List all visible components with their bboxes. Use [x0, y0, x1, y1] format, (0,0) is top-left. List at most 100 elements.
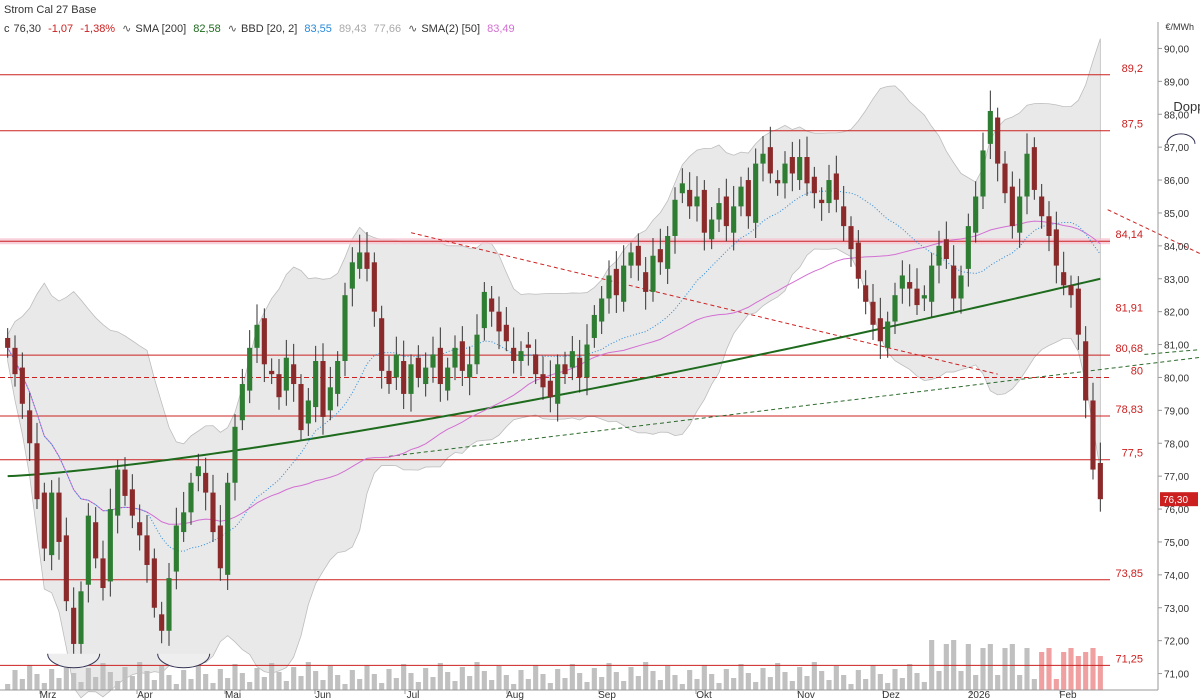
candle-body	[665, 235, 671, 269]
x-tick-label: Aug	[506, 690, 524, 700]
candle-body	[804, 157, 810, 184]
candle	[320, 343, 326, 435]
level-label: 84,14	[1115, 229, 1143, 241]
candle	[496, 296, 502, 350]
candle	[650, 237, 656, 302]
candle-body	[767, 147, 773, 174]
candle-body	[863, 285, 869, 302]
volume-bar	[452, 681, 458, 690]
y-axis: 71,00 72,00 73,00 74,00 75,00 76,00 77,00 78,00…	[1157, 22, 1198, 690]
candle-body	[635, 245, 641, 266]
candle	[789, 141, 795, 192]
candle	[173, 507, 179, 590]
y-tick-label: 78,00	[1164, 439, 1189, 450]
candle-body	[56, 492, 62, 542]
candle-body	[481, 291, 487, 329]
candle	[1053, 211, 1059, 284]
candle-body	[181, 512, 187, 533]
candle	[613, 251, 619, 313]
candle-body	[562, 364, 568, 375]
candle-body	[415, 357, 421, 378]
level-label: 78,83	[1115, 404, 1143, 416]
volume-bar	[613, 672, 619, 690]
x-axis: Mrz Apr Mai Jun Jul Aug Sep Okt Nov Dez 2026 Feb	[0, 689, 1158, 700]
candle	[899, 260, 905, 304]
candle-body	[921, 295, 927, 299]
candle	[1075, 276, 1081, 350]
candle	[716, 187, 722, 233]
candle	[1031, 137, 1037, 200]
candle-body	[188, 482, 194, 513]
candle-body	[393, 354, 399, 378]
sma200-value: 82,58	[193, 23, 221, 35]
candle-body	[599, 298, 605, 322]
y-tick-label: 80,00	[1164, 373, 1189, 384]
candle-body	[349, 262, 355, 289]
candle	[481, 282, 487, 341]
candle-body	[85, 515, 91, 585]
candle	[767, 126, 773, 184]
candle-body	[760, 153, 766, 164]
volume-bar	[584, 682, 590, 690]
volume-bar	[826, 680, 832, 690]
candle	[122, 457, 128, 506]
candles[interactable]	[5, 90, 1103, 660]
level-label: 71,25	[1115, 653, 1143, 665]
volume-bar	[313, 671, 319, 690]
candle	[804, 136, 810, 196]
volume-bar	[877, 674, 883, 690]
volume-bar	[848, 684, 854, 690]
candle	[606, 260, 612, 314]
volume-bar	[606, 663, 612, 690]
candle-body	[166, 578, 172, 631]
candle	[797, 139, 803, 190]
candle-body	[364, 252, 370, 269]
candle	[555, 354, 561, 422]
volume-bar	[650, 671, 656, 690]
candle-body	[870, 301, 876, 325]
volume-bar	[870, 665, 876, 690]
candle	[533, 339, 539, 385]
candle	[577, 339, 583, 393]
candle	[188, 472, 194, 525]
volume-bar	[195, 665, 201, 690]
candle-body	[819, 199, 825, 204]
candle-body	[980, 150, 986, 197]
candle	[643, 257, 649, 310]
volume-bar	[188, 679, 194, 690]
volume-bar	[49, 669, 55, 690]
candle	[723, 178, 729, 242]
volume-bar	[173, 684, 179, 690]
candle	[305, 387, 311, 437]
candle	[269, 358, 275, 385]
candle-body	[591, 314, 597, 338]
bb-mid-value: 83,55	[304, 23, 332, 35]
candle-body	[93, 522, 99, 559]
moving-averages	[7, 190, 1101, 552]
volume-bar	[239, 673, 245, 690]
volume-bar	[540, 674, 546, 690]
last-price-label: 76,30	[1163, 495, 1188, 506]
candle	[1061, 251, 1067, 296]
candle	[753, 148, 759, 238]
candle-body	[496, 311, 502, 332]
candle	[1068, 275, 1074, 308]
volume-bar	[723, 669, 729, 690]
candle-body	[584, 344, 590, 378]
volume-bar	[899, 678, 905, 690]
volume-bar	[34, 674, 40, 690]
candle-body	[445, 367, 451, 391]
y-tick-label: 72,00	[1164, 637, 1189, 648]
x-tick-label: Apr	[137, 690, 153, 700]
candle	[819, 187, 825, 221]
y-tick-label: 86,00	[1164, 176, 1189, 187]
candle	[848, 216, 854, 267]
candle-body	[709, 219, 715, 240]
volume-bar	[496, 666, 502, 690]
volume-bar	[78, 682, 84, 690]
candle-body	[313, 361, 319, 408]
x-tick-label: 2026	[968, 690, 991, 700]
candle-body	[144, 535, 150, 565]
candle-body	[430, 354, 436, 368]
